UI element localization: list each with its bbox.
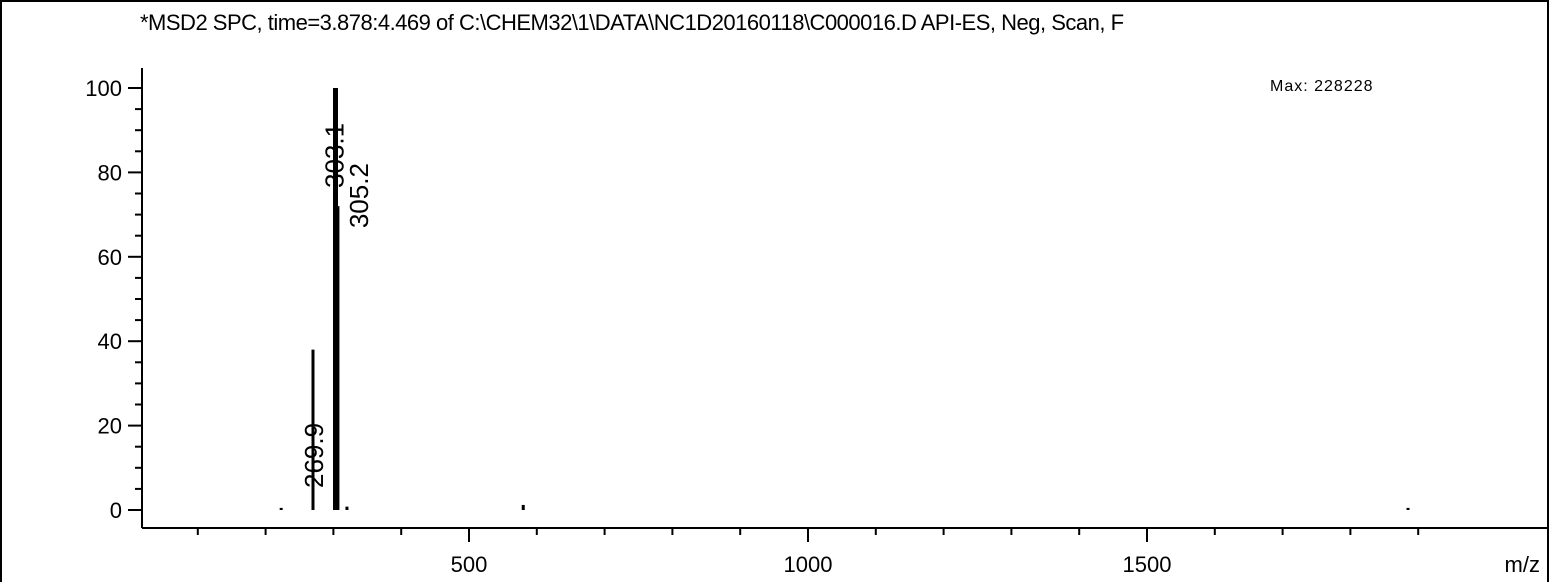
peak-label: 303.1 xyxy=(320,123,350,188)
y-tick-label: 60 xyxy=(98,245,122,270)
y-tick-label: 100 xyxy=(85,76,122,101)
x-tick-label: 1000 xyxy=(784,552,833,577)
x-tick-label: 1500 xyxy=(1123,552,1172,577)
chart-title: *MSD2 SPC, time=3.878:4.469 of C:\CHEM32… xyxy=(140,10,1124,35)
peak-label: 269.9 xyxy=(299,423,329,488)
x-tick-label: 500 xyxy=(451,552,488,577)
peak-label: 305.2 xyxy=(344,163,374,228)
y-tick-label: 80 xyxy=(98,160,122,185)
x-axis-label: m/z xyxy=(1505,552,1540,577)
y-tick-label: 0 xyxy=(110,498,122,523)
y-tick-label: 40 xyxy=(98,329,122,354)
max-intensity-label: Max: 228228 xyxy=(1270,78,1374,95)
y-tick-label: 20 xyxy=(98,414,122,439)
